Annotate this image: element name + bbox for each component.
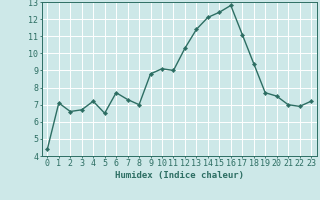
X-axis label: Humidex (Indice chaleur): Humidex (Indice chaleur) [115, 171, 244, 180]
